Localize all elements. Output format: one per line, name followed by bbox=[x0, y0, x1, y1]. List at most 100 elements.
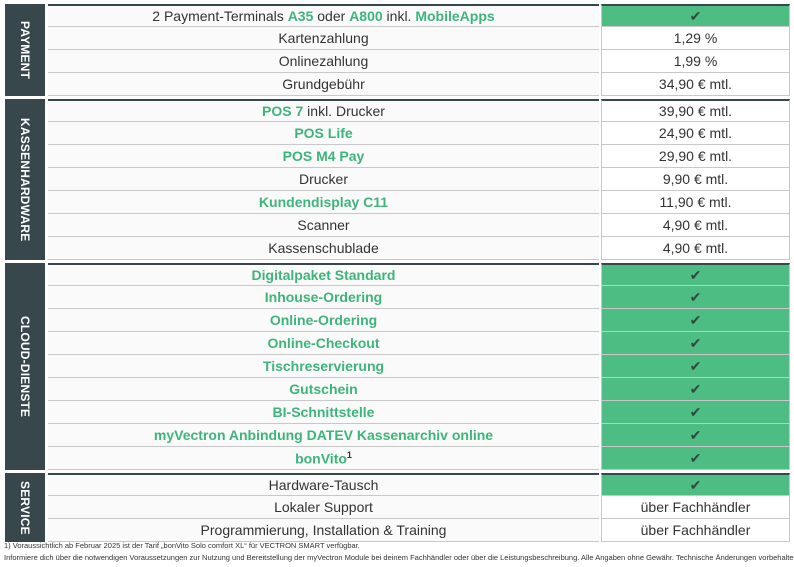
label-part: A35 bbox=[287, 8, 314, 24]
label-part: POS M4 Pay bbox=[282, 148, 365, 164]
row-value: ✔ bbox=[601, 309, 790, 332]
label-text: Hardware-Tausch bbox=[269, 477, 379, 493]
label-text: Grundgebühr bbox=[282, 76, 365, 92]
label-text: POS M4 Pay bbox=[283, 148, 365, 164]
group-label: SERVICE bbox=[5, 473, 45, 542]
footnote: Informiere dich über die notwendigen Vor… bbox=[4, 553, 794, 562]
label-part: A800 bbox=[349, 8, 383, 24]
row-label: Online-Ordering bbox=[48, 309, 599, 332]
label-text: Kassenschublade bbox=[268, 240, 379, 256]
label-text: BI-Schnittstelle bbox=[273, 404, 375, 420]
label-text: Tischreservierung bbox=[263, 358, 384, 374]
label-part: Grundgebühr bbox=[282, 76, 365, 92]
row-label: Gutschein bbox=[48, 378, 599, 401]
row-value: ✔ bbox=[601, 263, 790, 286]
label-text: Onlinezahlung bbox=[279, 53, 369, 69]
label-text: bonVito1 bbox=[295, 450, 352, 467]
label-part: BI-Schnittstelle bbox=[272, 404, 375, 420]
row-label: Onlinezahlung bbox=[48, 50, 599, 73]
label-part: 2 Payment-Terminals bbox=[152, 8, 288, 24]
row-label: Programmierung, Installation & Training bbox=[48, 519, 599, 542]
row-label: 2 Payment-Terminals A35 oder A800 inkl. … bbox=[48, 4, 599, 27]
label-text: POS Life bbox=[294, 125, 352, 141]
group-label: PAYMENT bbox=[5, 4, 45, 96]
group-label: CLOUD-DIENSTE bbox=[5, 263, 45, 470]
row-value: 34,90 € mtl. bbox=[601, 73, 790, 96]
label-part: Digitalpaket Standard bbox=[251, 267, 396, 283]
label-part: Inhouse-Ordering bbox=[264, 289, 383, 305]
label-text: Kartenzahlung bbox=[278, 30, 368, 46]
label-text: POS 7 inkl. Drucker bbox=[262, 103, 385, 119]
row-value: 29,90 € mtl. bbox=[601, 145, 790, 168]
row-label: Digitalpaket Standard bbox=[48, 263, 599, 286]
label-part: POS Life bbox=[294, 125, 353, 141]
row-label: Scanner bbox=[48, 214, 599, 237]
label-part: Drucker bbox=[298, 171, 348, 187]
label-text: myVectron Anbindung DATEV Kassenarchiv o… bbox=[154, 427, 493, 443]
row-value: ✔ bbox=[601, 355, 790, 378]
row-label: POS M4 Pay bbox=[48, 145, 599, 168]
row-label: POS 7 inkl. Drucker bbox=[48, 99, 599, 122]
label-text: Online-Ordering bbox=[270, 312, 377, 328]
row-value: 4,90 € mtl. bbox=[601, 214, 790, 237]
label-part: 1 bbox=[346, 449, 352, 460]
label-text: Programmierung, Installation & Training bbox=[201, 522, 447, 538]
label-part: POS 7 bbox=[262, 103, 304, 119]
row-value: ✔ bbox=[601, 473, 790, 496]
label-part: bonVito bbox=[295, 450, 347, 467]
label-part: Programmierung, Installation & Training bbox=[200, 522, 447, 538]
row-value: 1,29 % bbox=[601, 27, 790, 50]
row-value: über Fachhändler bbox=[601, 519, 790, 542]
row-value: 4,90 € mtl. bbox=[601, 237, 790, 260]
label-text: Drucker bbox=[299, 171, 348, 187]
row-value: 9,90 € mtl. bbox=[601, 168, 790, 191]
row-label: BI-Schnittstelle bbox=[48, 401, 599, 424]
label-part: Tischreservierung bbox=[262, 358, 385, 374]
row-value: ✔ bbox=[601, 447, 790, 470]
row-value: 24,90 € mtl. bbox=[601, 122, 790, 145]
label-text: Online-Checkout bbox=[267, 335, 379, 351]
footnote: 1) Voraussichtlich ab Februar 2025 ist d… bbox=[4, 541, 360, 550]
label-part: Scanner bbox=[297, 217, 350, 233]
row-value: über Fachhändler bbox=[601, 496, 790, 519]
label-text: Lokaler Support bbox=[274, 499, 373, 515]
row-value: ✔ bbox=[601, 401, 790, 424]
row-label: Inhouse-Ordering bbox=[48, 286, 599, 309]
row-value: 39,90 € mtl. bbox=[601, 99, 790, 122]
row-label: Kundendisplay C11 bbox=[48, 191, 599, 214]
row-label: myVectron Anbindung DATEV Kassenarchiv o… bbox=[48, 424, 599, 447]
label-text: Inhouse-Ordering bbox=[265, 289, 382, 305]
group-title: PAYMENT bbox=[18, 20, 32, 80]
group-label: KASSENHARDWARE bbox=[5, 99, 45, 260]
label-part: Lokaler Support bbox=[274, 499, 373, 515]
row-value: 11,90 € mtl. bbox=[601, 191, 790, 214]
row-label: Drucker bbox=[48, 168, 599, 191]
row-value: ✔ bbox=[601, 378, 790, 401]
row-label: Kartenzahlung bbox=[48, 27, 599, 50]
label-part: Gutschein bbox=[289, 381, 358, 397]
label-part: Hardware-Tausch bbox=[268, 477, 379, 493]
label-part: Online-Ordering bbox=[269, 312, 378, 328]
group-title: SERVICE bbox=[18, 480, 32, 535]
label-text: Digitalpaket Standard bbox=[252, 267, 396, 283]
row-value: ✔ bbox=[601, 286, 790, 309]
label-part: Kundendisplay C11 bbox=[258, 194, 389, 210]
row-label: Grundgebühr bbox=[48, 73, 599, 96]
row-label: Hardware-Tausch bbox=[48, 473, 599, 496]
group-title: CLOUD-DIENSTE bbox=[18, 315, 32, 418]
row-label: Tischreservierung bbox=[48, 355, 599, 378]
row-value: 1,99 % bbox=[601, 50, 790, 73]
label-part: inkl. bbox=[382, 8, 416, 24]
label-part: Kassenschublade bbox=[268, 240, 379, 256]
row-value: ✔ bbox=[601, 332, 790, 355]
label-part: Online-Checkout bbox=[267, 335, 380, 351]
label-text: Scanner bbox=[297, 217, 349, 233]
row-label: Lokaler Support bbox=[48, 496, 599, 519]
label-text: Gutschein bbox=[289, 381, 357, 397]
group-title: KASSENHARDWARE bbox=[18, 117, 32, 242]
label-text: 2 Payment-Terminals A35 oder A800 inkl. … bbox=[152, 8, 494, 24]
row-label: POS Life bbox=[48, 122, 599, 145]
label-part: Onlinezahlung bbox=[278, 53, 369, 69]
label-part: MobileApps bbox=[415, 8, 495, 24]
